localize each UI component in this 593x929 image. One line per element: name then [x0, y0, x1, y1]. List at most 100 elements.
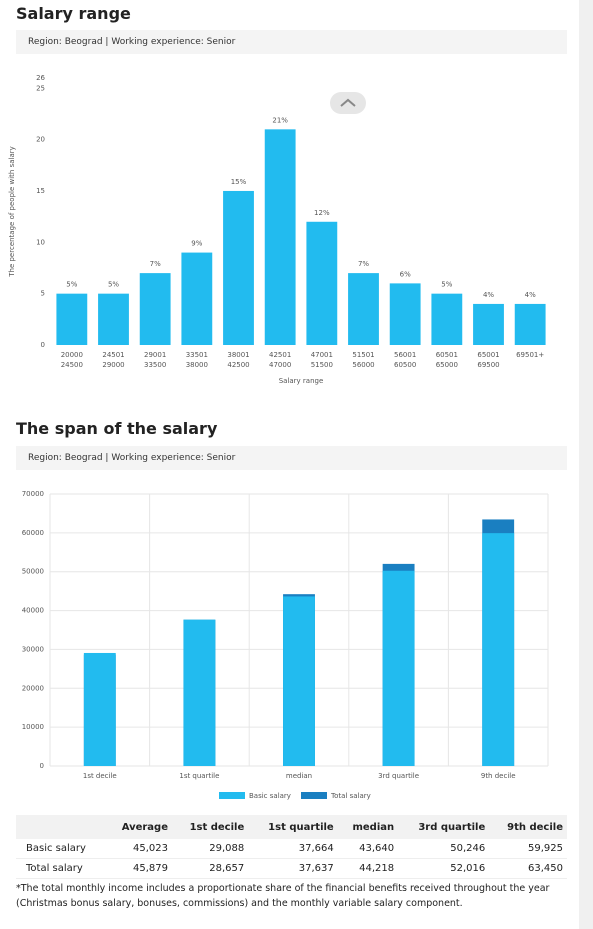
- table-cell: 1st quartile: [248, 815, 338, 839]
- x-tick-label: 9th decile: [481, 772, 516, 780]
- table-cell: Average: [105, 815, 172, 839]
- table-cell: Basic salary: [16, 839, 106, 859]
- bar: [306, 221, 338, 345]
- x-tick-label: 69500: [477, 361, 499, 369]
- y-tick-label: 70000: [22, 490, 44, 498]
- y-tick-label: 5: [41, 290, 45, 298]
- bar: [514, 303, 546, 345]
- chevron-icon: [340, 98, 356, 107]
- x-tick-label: 60500: [394, 361, 416, 369]
- section-title: The span of the salary: [16, 419, 218, 438]
- x-tick-label: 42501: [269, 351, 291, 359]
- y-tick-label: 60000: [22, 529, 44, 537]
- bar: [183, 619, 216, 766]
- table-cell: 37,664: [248, 839, 338, 859]
- table-cell: 63,450: [489, 858, 567, 879]
- table-cell: 45,879: [105, 858, 172, 879]
- x-tick-label: 1st quartile: [179, 772, 219, 780]
- table-cell: 1st decile: [172, 815, 249, 839]
- bar: [389, 283, 421, 345]
- table-cell: 52,016: [398, 858, 490, 879]
- x-tick-label: 3rd quartile: [378, 772, 419, 780]
- x-tick-label: 47000: [269, 361, 291, 369]
- x-tick-label: 60501: [436, 351, 458, 359]
- data-label: 4%: [483, 291, 494, 299]
- table-cell: 29,088: [172, 839, 249, 859]
- legend-swatch: [219, 792, 245, 799]
- table-cell: Total salary: [16, 858, 106, 879]
- bar: [83, 652, 116, 766]
- scroll-up-button[interactable]: [330, 92, 366, 114]
- table-cell: 43,640: [337, 839, 399, 859]
- x-tick-label: 56000: [352, 361, 374, 369]
- data-label: 12%: [314, 209, 330, 217]
- y-tick-label: 40000: [22, 607, 44, 615]
- salary-span-chart: 0 10000 20000 30000 40000 50000 60000 70000 1st …: [22, 490, 549, 800]
- y-tick-label: 0: [41, 341, 45, 349]
- data-label: 6%: [400, 270, 411, 278]
- bar: [382, 570, 415, 766]
- bar: [181, 252, 213, 345]
- x-tick-label: 24500: [61, 361, 83, 369]
- histogram-chart: 0 5 10 15 20 25 26 The percentage of people wit…: [8, 74, 546, 385]
- data-label: 9%: [191, 240, 202, 248]
- y-tick-label: 30000: [22, 645, 44, 653]
- y-tick-label: 25: [36, 84, 45, 92]
- data-label: 5%: [441, 281, 452, 289]
- y-tick-label: 26: [36, 74, 45, 82]
- table-cell: 44,218: [337, 858, 399, 879]
- table-cell: 9th decile: [489, 815, 567, 839]
- x-tick-label: 20000: [61, 351, 83, 359]
- table-cell: median: [337, 815, 399, 839]
- y-tick-label: 15: [36, 187, 45, 195]
- x-tick-label: 69501+: [516, 351, 544, 359]
- x-tick-label: 65001: [477, 351, 499, 359]
- x-tick-label: median: [286, 772, 312, 780]
- bar: [139, 273, 171, 345]
- data-label: 4%: [525, 291, 536, 299]
- filter-info: Region: Beograd | Working experience: Se…: [16, 30, 567, 54]
- x-tick-label: 42500: [227, 361, 249, 369]
- table-row: Average 1st decile 1st quartile median 3rd q…: [16, 815, 567, 839]
- y-tick-label: 50000: [22, 568, 44, 576]
- data-label: 5%: [66, 281, 77, 289]
- x-tick-label: 33501: [186, 351, 208, 359]
- y-tick-label: 20000: [22, 684, 44, 692]
- x-tick-label: 38000: [186, 361, 208, 369]
- legend-swatch: [301, 792, 327, 799]
- scrollbar: [579, 0, 593, 929]
- legend-label: Total salary: [330, 792, 371, 800]
- x-tick-label: 65000: [436, 361, 458, 369]
- bar: [56, 293, 88, 345]
- table-cell: 59,925: [489, 839, 567, 859]
- table-cell: 3rd quartile: [398, 815, 490, 839]
- bar: [223, 190, 254, 345]
- data-label: 5%: [108, 281, 119, 289]
- data-label: 7%: [358, 260, 369, 268]
- legend-label: Basic salary: [249, 792, 291, 800]
- salary-table: Average 1st decile 1st quartile median 3rd q…: [16, 815, 567, 879]
- table-cell: 37,637: [248, 858, 338, 879]
- x-tick-label: 1st decile: [83, 772, 117, 780]
- table-cell: 28,657: [172, 858, 249, 879]
- y-tick-label: 0: [40, 762, 44, 770]
- table-cell: [16, 815, 106, 839]
- x-tick-label: 29001: [144, 351, 166, 359]
- filter-info: Region: Beograd | Working experience: Se…: [16, 446, 567, 470]
- table-cell: 50,246: [398, 839, 490, 859]
- bar: [283, 596, 315, 766]
- x-tick-label: 24501: [102, 351, 124, 359]
- y-axis-label: The percentage of people with salary: [8, 146, 16, 278]
- footnote: *The total monthly income includes a pro…: [16, 883, 550, 909]
- y-tick-label: 10000: [22, 723, 44, 731]
- table-row: Basic salary 45,023 29,088 37,664 43,640 50,2…: [16, 839, 567, 859]
- data-label: 21%: [272, 116, 288, 124]
- x-tick-label: 33500: [144, 361, 166, 369]
- bar: [431, 293, 463, 345]
- y-tick-label: 10: [36, 238, 45, 246]
- x-tick-label: 47001: [311, 351, 333, 359]
- x-tick-label: 38001: [227, 351, 249, 359]
- data-label: 15%: [231, 178, 247, 186]
- table-cell: 45,023: [105, 839, 172, 859]
- data-label: 7%: [150, 260, 161, 268]
